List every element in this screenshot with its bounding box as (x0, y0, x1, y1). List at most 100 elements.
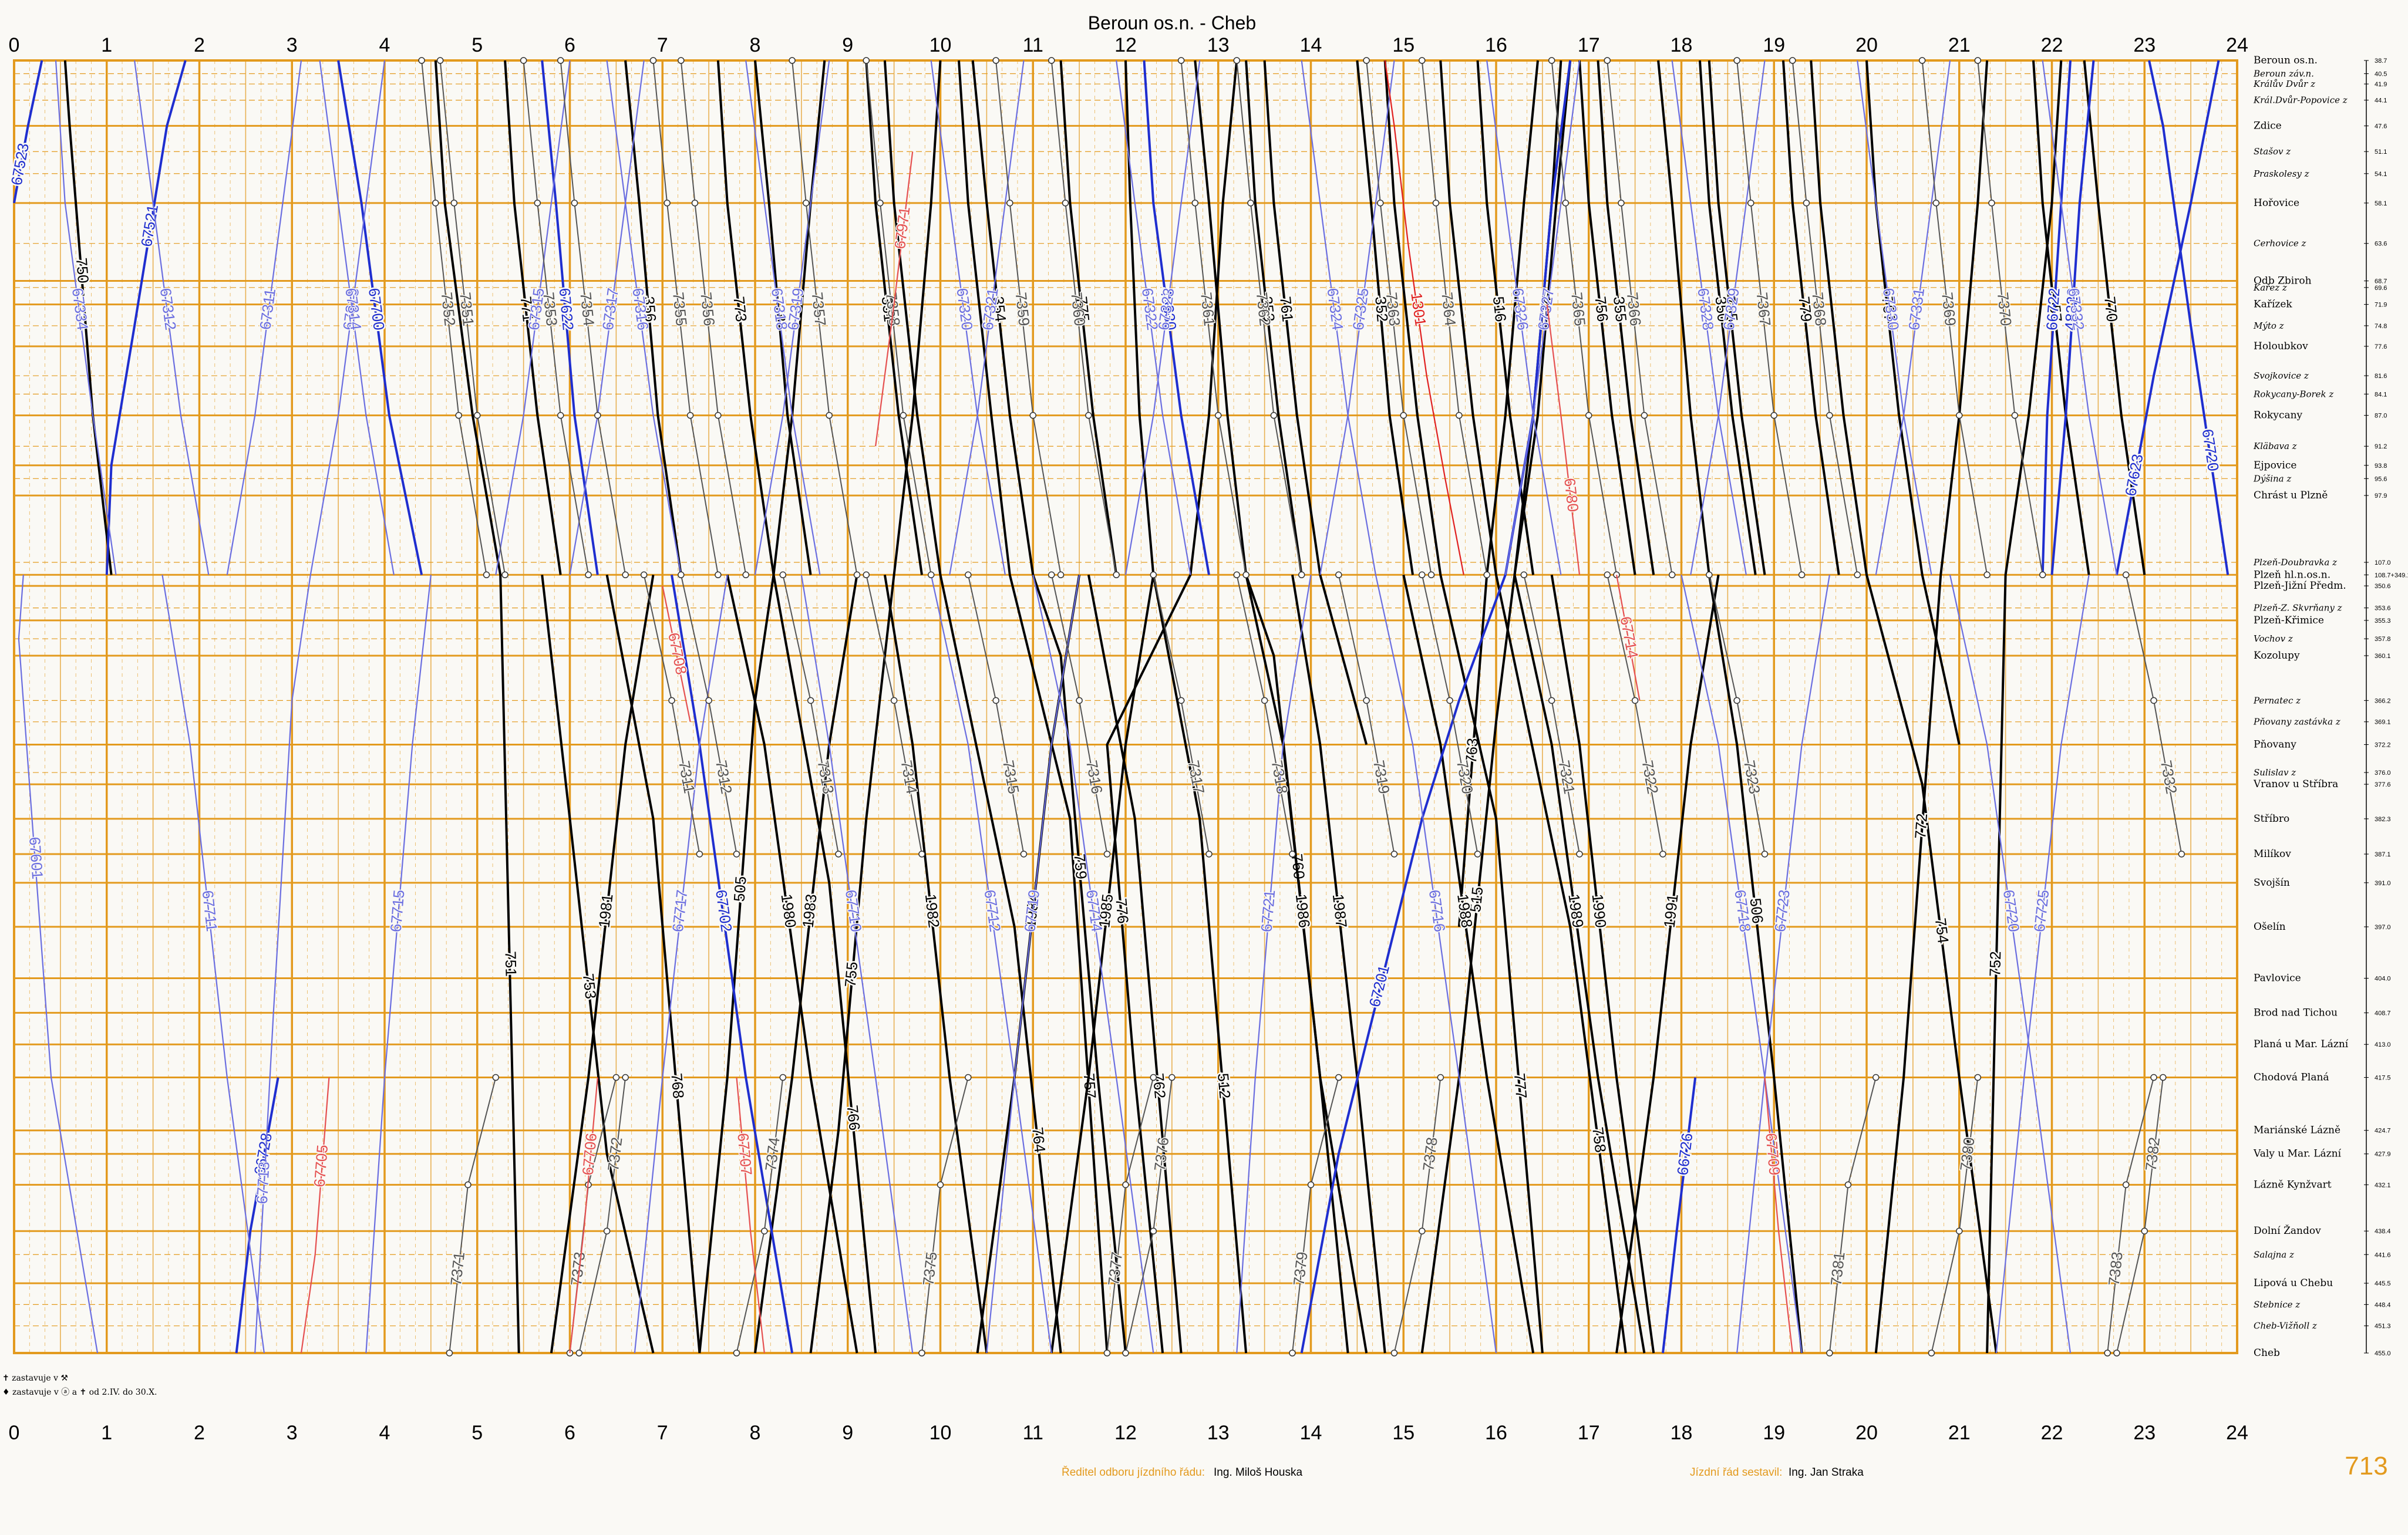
station-label: Chrást u Plzně (2254, 490, 2328, 501)
stop-marker (1335, 571, 1342, 579)
station-km-label: 413.0 (2375, 1041, 2391, 1048)
train-path (226, 60, 302, 575)
station-km-label: 107.0 (2375, 559, 2391, 566)
stop-marker (446, 1350, 453, 1357)
train-path (1301, 60, 1376, 575)
stop-marker (1618, 200, 1625, 207)
train-path (875, 151, 914, 447)
train-path (716, 60, 775, 575)
train-path (1375, 575, 1497, 1354)
stop-marker (1205, 851, 1213, 858)
station-km-label: 357.8 (2375, 636, 2391, 643)
hour-tick-label: 18 (1671, 1422, 1693, 1444)
train-number-label: 67523 (8, 141, 32, 186)
station-km-label: 376.0 (2375, 770, 2391, 777)
station-label: Milíkov (2254, 848, 2291, 860)
stop-marker (1798, 571, 1806, 579)
train-number-label: 67709 (1762, 1132, 1783, 1176)
stop-marker (1177, 697, 1185, 704)
stop-marker (1641, 411, 1648, 419)
stop-marker (612, 1074, 620, 1081)
train-path (921, 1077, 969, 1354)
hour-tick-label: 2 (194, 34, 205, 56)
train-path (1291, 574, 1386, 1354)
train-path (1366, 60, 1432, 575)
train-number-label: 763 (1462, 737, 1481, 764)
station-label: Pňovany zastávka z (2253, 717, 2340, 727)
station-label: Sulislav z (2254, 767, 2296, 778)
stop-marker (1733, 57, 1740, 64)
train-number-label: 7311 (675, 760, 699, 795)
stop-marker (557, 57, 564, 64)
stop-marker (1844, 1181, 1852, 1189)
stop-marker (622, 1074, 629, 1081)
train-number-label: 67601 (26, 836, 46, 880)
train-number-label: 7323 (1740, 759, 1764, 795)
stop-marker (571, 200, 578, 207)
station-km-label: 54.1 (2375, 171, 2387, 178)
stop-marker (1076, 697, 1083, 704)
station-label: Salajna z (2254, 1249, 2294, 1260)
train-path (1597, 60, 1655, 575)
station-label: Dolní Žandov (2254, 1224, 2321, 1237)
train-path (161, 575, 265, 1354)
train-number-label: 67711 (199, 889, 221, 932)
hour-tick-label: 17 (1578, 34, 1600, 56)
train-number-label: 67312 (157, 287, 180, 332)
train-number-label: 352 (1372, 296, 1392, 323)
train-path (662, 585, 691, 722)
stop-marker (715, 411, 722, 419)
train-number-label: 7364 (1438, 291, 1459, 327)
stop-marker (1085, 411, 1092, 419)
station-km-label: 427.9 (2375, 1151, 2391, 1158)
train-path (105, 60, 187, 575)
train-number-label: 7356 (697, 291, 718, 327)
train-number-label: 7375 (919, 1251, 940, 1287)
train-number-label: 7312 (712, 759, 736, 795)
station-label: Mýto z (2253, 321, 2284, 331)
train-number-label: 7381 (1827, 1251, 1848, 1287)
train-number-label: 7357 (809, 291, 830, 327)
train-path (541, 60, 599, 575)
station-label: Cheb (2254, 1347, 2280, 1359)
stop-marker (853, 571, 861, 579)
station-label: Plzeň hl.n.os.n. (2254, 569, 2330, 581)
train-number-label: 1983 (799, 893, 820, 929)
train-number-label: 7332 (2157, 759, 2181, 795)
stop-marker (1668, 571, 1676, 579)
stop-marker (686, 411, 694, 419)
train-path (1319, 60, 1395, 575)
train-number-label: 7317 (1184, 759, 1208, 795)
train-path (1616, 575, 1641, 701)
station-km-label: 455.0 (2375, 1350, 2391, 1357)
stop-marker (1048, 57, 1055, 64)
station-km-label: 432.1 (2375, 1182, 2391, 1189)
train-number-label: 1980 (777, 893, 800, 929)
stop-marker (1261, 697, 1268, 704)
station-label: Rokycany-Borek z (2253, 389, 2333, 399)
stop-marker (1631, 697, 1639, 704)
train-path (1457, 60, 1539, 927)
train-path (865, 60, 923, 575)
hour-tick-label: 16 (1485, 1422, 1507, 1444)
train-number-label: 67708 (665, 631, 691, 676)
stop-marker (1270, 411, 1278, 419)
station-label: Stašov z (2254, 146, 2291, 157)
hour-tick-label: 24 (2226, 34, 2248, 56)
stop-marker (1113, 571, 1120, 579)
stop-marker (1474, 851, 1481, 858)
train-path (1383, 60, 1544, 1354)
train-path (569, 60, 645, 575)
train-number-label: 67334 (69, 287, 92, 332)
train-number-label: 1986 (1292, 893, 1314, 929)
train-path (986, 575, 1080, 1354)
train-number-label: 48329 (2062, 288, 2082, 331)
train-number-label: 355 (1610, 295, 1631, 322)
station-km-label: 424.7 (2375, 1128, 2391, 1135)
train-number-label: 7352 (438, 291, 459, 327)
stop-marker (1427, 571, 1435, 579)
stop-marker (1006, 200, 1013, 207)
train-path (2050, 60, 2095, 575)
stop-marker (2011, 411, 2019, 419)
station-label: Svojšín (2254, 877, 2290, 889)
